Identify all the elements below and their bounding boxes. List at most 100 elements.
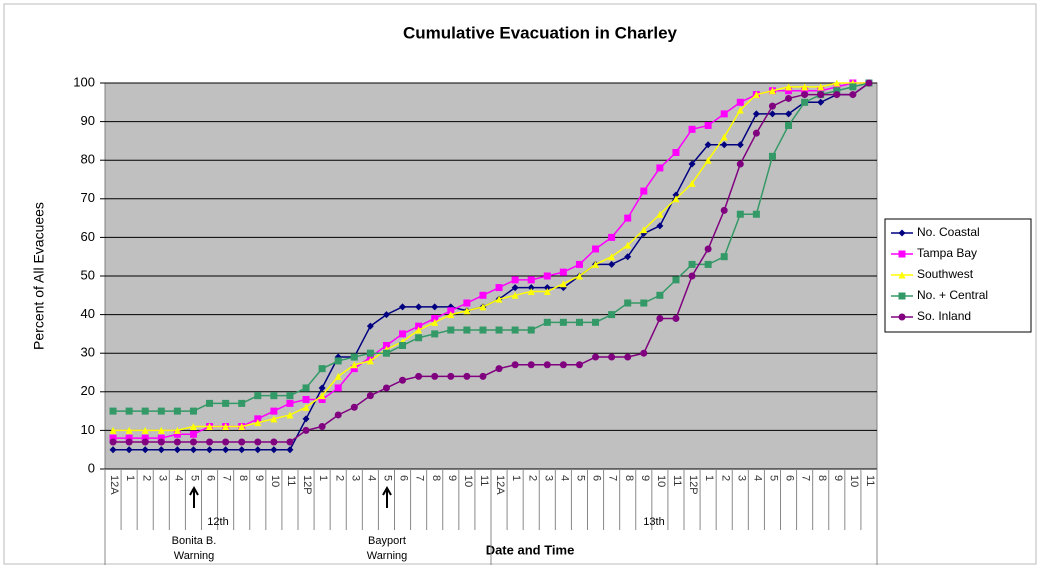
data-point	[833, 91, 841, 99]
data-point	[206, 399, 214, 407]
x-tick-label: 12P	[301, 475, 313, 495]
x-tick-label: 5	[575, 475, 587, 481]
x-tick-label: 11	[478, 475, 490, 486]
data-point	[688, 179, 696, 187]
data-point	[688, 160, 696, 168]
data-point	[334, 384, 342, 392]
data-point	[431, 372, 439, 380]
data-point	[575, 318, 583, 326]
data-point	[431, 330, 439, 338]
x-tick-label: 8	[816, 475, 828, 481]
data-point	[720, 253, 728, 261]
data-point	[801, 98, 809, 106]
x-tick-label: 9	[446, 475, 458, 481]
data-point	[672, 314, 680, 322]
data-point	[495, 365, 503, 373]
data-point	[431, 303, 439, 311]
data-point	[447, 326, 455, 334]
data-point	[898, 250, 906, 258]
data-point	[173, 426, 181, 434]
data-point	[399, 303, 407, 311]
data-point	[543, 361, 551, 369]
data-point	[254, 392, 262, 400]
data-point	[801, 83, 809, 91]
data-point	[447, 311, 455, 319]
x-tick-label: 12A	[108, 475, 120, 495]
x-tick-label: 1	[124, 475, 136, 481]
data-point	[463, 326, 471, 334]
data-point	[511, 284, 519, 292]
data-point	[109, 434, 117, 442]
legend-label: So. Inland	[917, 309, 971, 323]
data-point	[656, 314, 664, 322]
data-point	[495, 295, 503, 303]
data-point	[479, 372, 487, 380]
data-point	[720, 141, 728, 149]
data-point	[672, 148, 680, 156]
data-point	[109, 438, 117, 446]
data-point	[559, 361, 567, 369]
legend-label: Tampa Bay	[917, 246, 977, 260]
data-point	[189, 438, 197, 446]
data-point	[768, 152, 776, 160]
data-point	[157, 434, 165, 442]
data-point	[350, 353, 358, 361]
data-point	[350, 403, 358, 411]
data-point	[254, 415, 262, 423]
x-tick-label: 2	[719, 475, 731, 481]
annotation: Bayport Warning	[367, 485, 407, 562]
data-point	[817, 98, 825, 106]
data-point	[125, 438, 133, 446]
data-point	[173, 430, 181, 438]
data-point	[898, 292, 906, 300]
annotation-text: Warning	[174, 550, 215, 562]
data-point	[157, 438, 165, 446]
data-point	[672, 195, 680, 203]
data-point	[125, 434, 133, 442]
data-point	[720, 133, 728, 141]
x-group-label: 13th	[643, 516, 664, 528]
data-point	[511, 361, 519, 369]
x-tick-label: 3	[349, 475, 361, 481]
data-point	[704, 141, 712, 149]
data-point	[559, 280, 567, 288]
data-point	[833, 79, 841, 87]
y-axis-label: Percent of All Evacuees	[31, 202, 47, 350]
data-point	[624, 299, 632, 307]
data-point	[624, 253, 632, 261]
x-tick-label: 4	[172, 475, 184, 481]
data-point	[495, 326, 503, 334]
annotation-text: Bonita B.	[172, 535, 217, 547]
x-tick-label: 5	[189, 475, 201, 481]
data-point	[736, 106, 744, 114]
x-axis-label: Date and Time	[486, 542, 575, 557]
data-point	[688, 272, 696, 280]
data-point	[286, 399, 294, 407]
data-point	[656, 291, 664, 299]
x-tick-label: 7	[414, 475, 426, 481]
data-point	[302, 403, 310, 411]
data-point	[431, 314, 439, 322]
x-tick-label: 5	[382, 475, 394, 481]
annotation: Bonita B. Warning	[172, 485, 217, 562]
data-point	[656, 210, 664, 218]
data-point	[463, 307, 471, 315]
data-point	[238, 446, 246, 454]
data-point	[898, 229, 906, 237]
data-point	[640, 299, 648, 307]
data-point	[270, 415, 278, 423]
x-group-label: 12th	[207, 516, 228, 528]
data-point	[608, 233, 616, 241]
data-point	[817, 83, 825, 91]
data-point	[608, 311, 616, 319]
data-point	[318, 365, 326, 373]
data-point	[415, 372, 423, 380]
x-tick-label: 7	[800, 475, 812, 481]
x-tick-label: 10	[655, 475, 667, 487]
data-point	[720, 110, 728, 118]
data-point	[527, 287, 535, 295]
y-tick-label: 20	[81, 383, 95, 398]
data-point	[286, 446, 294, 454]
data-point	[785, 94, 793, 102]
data-point	[640, 349, 648, 357]
